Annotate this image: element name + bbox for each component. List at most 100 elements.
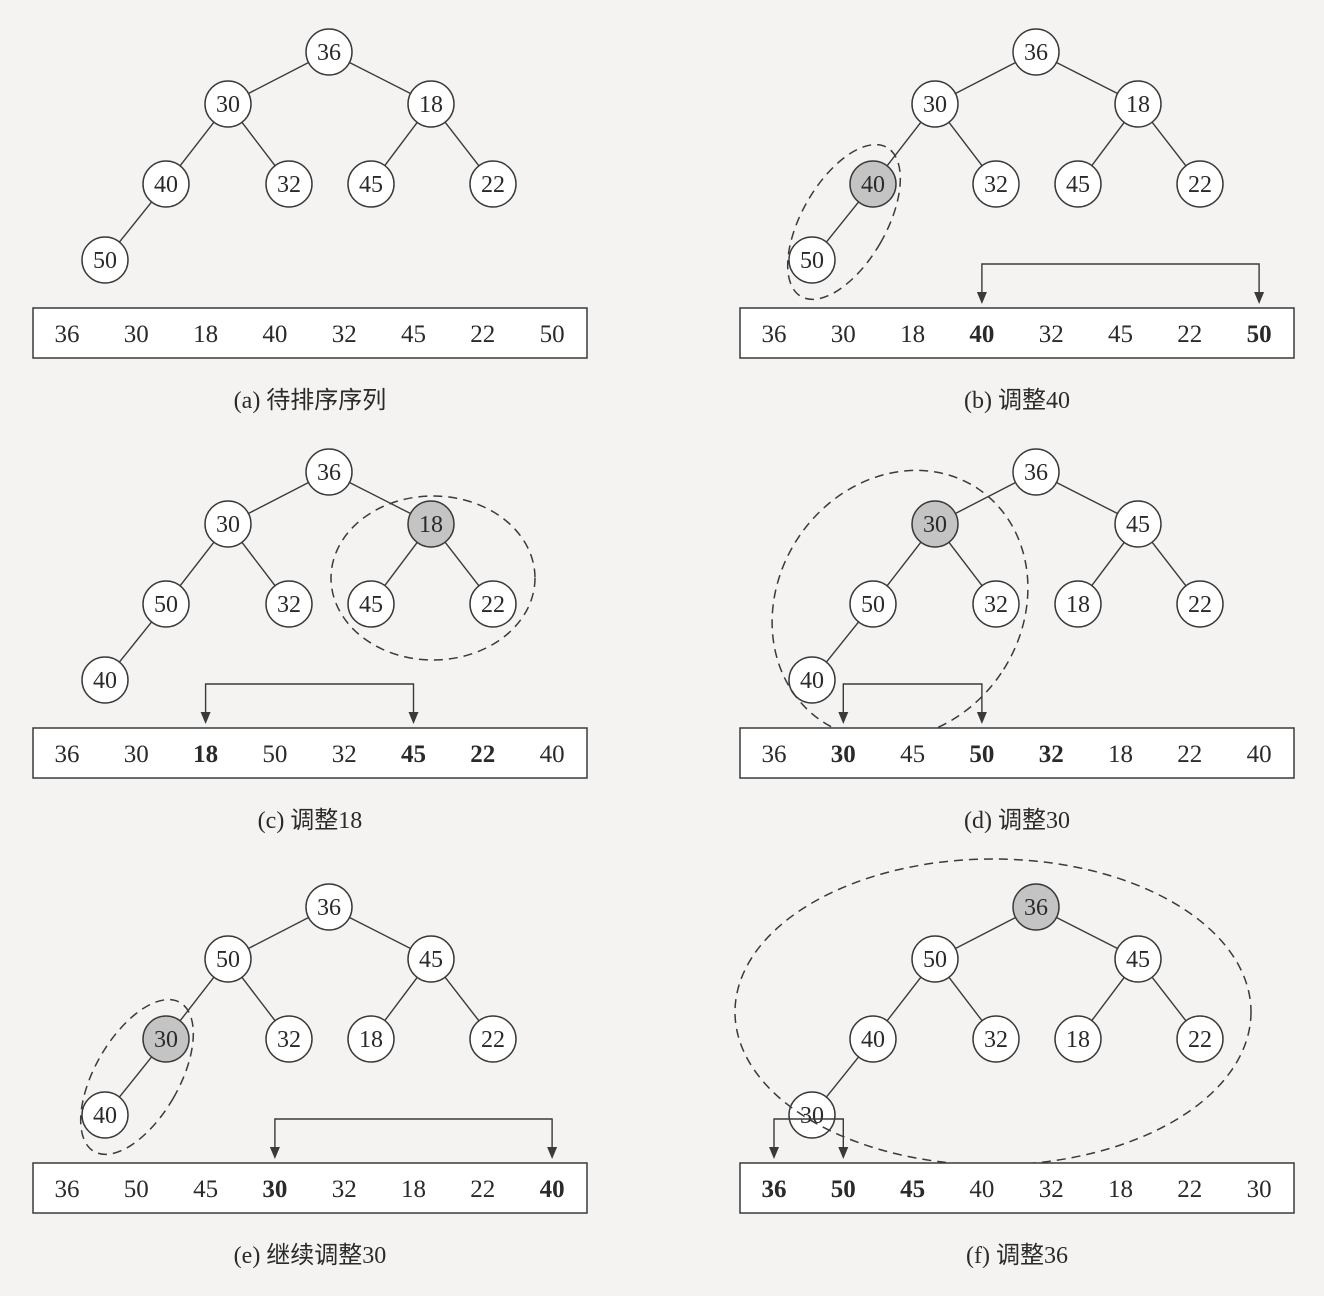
node-value: 22 (1188, 1027, 1212, 1053)
dashed-subtree-outline (79, 998, 195, 1156)
dashed-subtree-outline (771, 469, 1029, 741)
node-value: 22 (481, 592, 505, 618)
node-circle (204, 500, 252, 548)
tree-edge (825, 621, 860, 663)
node-value: 18 (1126, 92, 1150, 118)
array-cell-bold: 18 (193, 741, 218, 768)
node-value: 32 (984, 592, 1008, 618)
node-circle (1114, 80, 1162, 128)
tree-edge (349, 481, 411, 515)
array-box (739, 307, 1295, 359)
array-cell: 18 (1108, 1176, 1133, 1203)
array-cell: 18 (401, 1176, 426, 1203)
node-value: 40 (861, 1027, 885, 1053)
array-cell: 32 (1039, 321, 1064, 348)
tree-edge (955, 916, 1016, 950)
highlighted-node-circle (407, 500, 455, 548)
node-value: 32 (277, 172, 301, 198)
node-circle (347, 160, 395, 208)
arrow-head (547, 1147, 558, 1159)
node-value: 22 (481, 1027, 505, 1053)
node-circle (469, 1015, 517, 1063)
panel-caption: (f) 调整36 (966, 1242, 1068, 1269)
array-cell-bold: 30 (831, 741, 856, 768)
swap-arrow-line (204, 683, 415, 716)
node-value: 45 (1066, 172, 1090, 198)
node-value: 45 (359, 592, 383, 618)
node-circle (911, 935, 959, 983)
tree-edge (118, 201, 153, 243)
tree-edge (1091, 121, 1125, 167)
tree-node: 36 (1012, 883, 1060, 931)
node-value: 40 (800, 668, 824, 694)
panel-caption: (a) 待排序序列 (234, 387, 387, 414)
array-cell: 30 (1247, 1176, 1272, 1203)
tree-node: 30 (788, 1091, 836, 1139)
node-circle (142, 580, 190, 628)
array-cell-bold: 36 (762, 1176, 787, 1203)
array-cell-bold: 40 (540, 1176, 565, 1203)
tree-node: 50 (849, 580, 897, 628)
tree-edge (955, 61, 1016, 95)
node-circle (1054, 580, 1102, 628)
array-cell: 32 (332, 741, 357, 768)
tree-edge (241, 121, 276, 167)
node-value: 36 (317, 895, 341, 921)
node-circle (788, 656, 836, 704)
node-circle (972, 1015, 1020, 1063)
array-box (32, 1162, 588, 1214)
node-value: 30 (923, 92, 947, 118)
tree-edge (1091, 976, 1125, 1022)
panel-d: 36 30 45 50 32 18 22 40 36 30 45 50 32 18 22 40 (d) 调整30 (739, 448, 1295, 834)
array-cell: 36 (55, 321, 80, 348)
array-cell: 22 (470, 321, 495, 348)
node-value: 40 (93, 668, 117, 694)
tree-node: 18 (1114, 80, 1162, 128)
node-circle (469, 160, 517, 208)
highlighted-node-circle (911, 500, 959, 548)
array-cell-bold: 50 (1247, 321, 1272, 348)
arrow-head (976, 712, 987, 724)
node-value: 50 (216, 947, 240, 973)
array-cell: 22 (1177, 741, 1202, 768)
array-cell: 18 (900, 321, 925, 348)
array-cell: 50 (262, 741, 287, 768)
node-value: 18 (419, 92, 443, 118)
node-value: 50 (923, 947, 947, 973)
node-value: 32 (277, 1027, 301, 1053)
node-value: 40 (93, 1103, 117, 1129)
tree-node: 40 (788, 656, 836, 704)
tree-edge (1056, 916, 1118, 950)
node-circle (1054, 160, 1102, 208)
node-circle (1176, 160, 1224, 208)
arrow-head (408, 712, 419, 724)
arrow-head (838, 712, 849, 724)
node-circle (911, 80, 959, 128)
node-circle (204, 935, 252, 983)
tree-edge (1151, 121, 1187, 167)
array-cell: 50 (124, 1176, 149, 1203)
array-cell: 32 (332, 321, 357, 348)
tree-edge (118, 621, 153, 663)
tree-edge (179, 541, 215, 587)
tree-edge (955, 481, 1016, 515)
tree-edge (948, 541, 983, 587)
swap-arrow-line (842, 683, 983, 716)
tree-node: 36 (1012, 28, 1060, 76)
array-cell: 30 (124, 741, 149, 768)
tree-edge (444, 541, 480, 587)
node-value: 45 (1126, 512, 1150, 538)
node-value: 30 (216, 512, 240, 538)
node-circle (305, 28, 353, 76)
tree-node: 32 (265, 1015, 313, 1063)
node-circle (469, 580, 517, 628)
tree-edge (825, 1056, 860, 1098)
panel-caption: (c) 调整18 (258, 807, 363, 834)
tree-node: 40 (849, 160, 897, 208)
array-cell-bold: 50 (831, 1176, 856, 1203)
node-circle (972, 580, 1020, 628)
node-circle (972, 160, 1020, 208)
tree-edge (384, 976, 418, 1022)
node-circle (407, 935, 455, 983)
tree-node: 32 (972, 580, 1020, 628)
